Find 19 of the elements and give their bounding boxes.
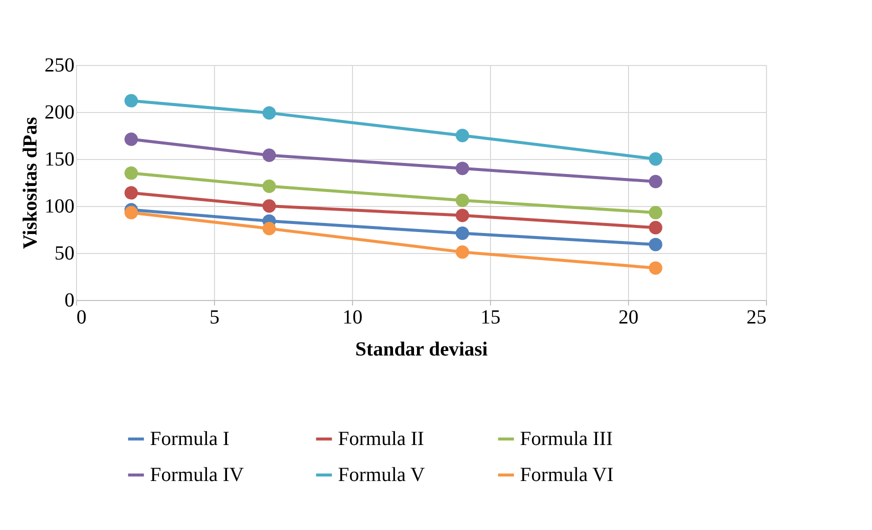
y-tick-label: 150	[44, 148, 74, 170]
x-tick-label: 15	[480, 306, 500, 328]
x-axis-title: Standar deviasi	[355, 338, 488, 360]
legend-label: Formula VI	[520, 464, 614, 486]
y-axis-title: Viskositas dPas	[20, 116, 42, 250]
legend-label: Formula III	[520, 428, 613, 450]
x-tick-label: 10	[342, 306, 362, 328]
legend-label: Formula IV	[150, 464, 244, 486]
legend-label: Formula V	[338, 464, 426, 486]
x-tick-label: 25	[746, 306, 766, 328]
y-tick-label: 250	[44, 54, 74, 76]
y-tick-label: 100	[44, 196, 74, 218]
x-tick-label: 5	[210, 306, 220, 328]
y-tick-label: 50	[54, 242, 74, 264]
legend-label: Formula I	[150, 428, 230, 450]
y-tick-label: 200	[44, 102, 74, 124]
x-tick-label: 20	[618, 306, 638, 328]
legend-label: Formula II	[338, 428, 424, 450]
y-tick-label: 0	[64, 290, 74, 312]
